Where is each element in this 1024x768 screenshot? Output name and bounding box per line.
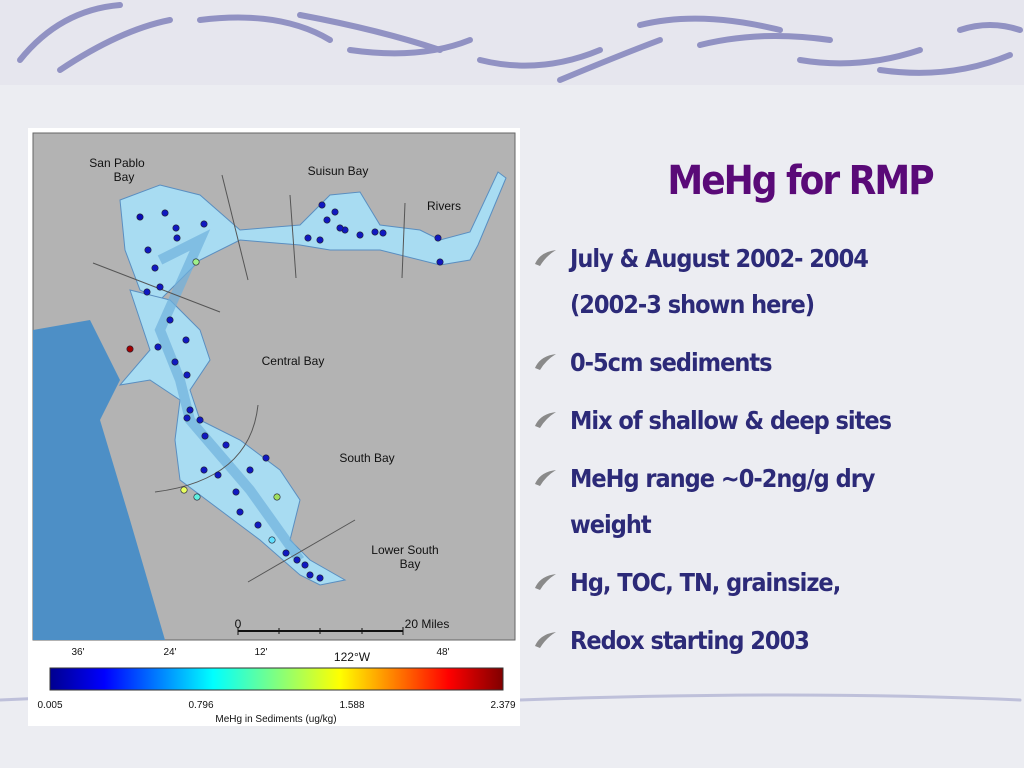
- sample-dot: [180, 486, 188, 494]
- colorbar-tick: 0.005: [37, 700, 62, 711]
- bullet-list: July & August 2002- 2004 (2002-3 shown he…: [535, 244, 893, 655]
- sample-dot: [183, 371, 191, 379]
- sample-dot: [200, 466, 208, 474]
- sample-dot: [246, 466, 254, 474]
- bullet-text: Redox starting 2003: [570, 626, 809, 655]
- bullet-icon: [535, 250, 556, 266]
- sample-dot: [126, 345, 134, 353]
- sample-dot: [232, 488, 240, 496]
- sample-dot: [273, 493, 281, 501]
- bullet-text: July & August 2002- 2004: [568, 244, 868, 273]
- bullet-text: (2002-3 shown here): [570, 290, 814, 319]
- bullet-icon: [535, 412, 556, 428]
- sample-dot: [172, 224, 180, 232]
- sample-dot: [200, 220, 208, 228]
- bullet-text: Mix of shallow & deep sites: [570, 406, 892, 435]
- sample-dot: [136, 213, 144, 221]
- sample-dot: [268, 536, 276, 544]
- scale-start: 0: [235, 617, 242, 631]
- sample-dot: [201, 432, 209, 440]
- sample-dot: [183, 414, 191, 422]
- map-label: Suisun Bay: [308, 164, 369, 178]
- sample-dot: [171, 358, 179, 366]
- sample-dot: [144, 246, 152, 254]
- bullet-icon: [535, 632, 556, 648]
- colorbar-tick: 1.588: [339, 700, 364, 711]
- sample-dots: [126, 201, 444, 582]
- sample-dot: [173, 234, 181, 242]
- sample-dot: [316, 236, 324, 244]
- slide-title: MeHg for RMP: [667, 158, 933, 204]
- longitude-label: 12': [254, 647, 267, 658]
- colorbar-tick: 2.379: [490, 700, 515, 711]
- region-lines: [92, 174, 406, 583]
- sample-dot: [222, 441, 230, 449]
- sample-dot: [192, 258, 200, 266]
- scale-bar: [237, 627, 404, 635]
- ocean: [33, 320, 165, 640]
- sample-dot: [316, 574, 324, 582]
- sample-dot: [154, 343, 162, 351]
- sample-dot: [293, 556, 301, 564]
- sample-dot: [254, 521, 262, 529]
- map-label: Lower South Bay: [371, 543, 438, 571]
- bullet-text: Hg, TOC, TN, grainsize,: [570, 568, 840, 597]
- colorbar-tick: 0.796: [188, 700, 213, 711]
- sample-dot: [214, 471, 222, 479]
- scale-end: 20 Miles: [405, 617, 450, 631]
- sample-dot: [306, 571, 314, 579]
- bullet-icon: [535, 354, 556, 370]
- map-label: Central Bay: [262, 354, 325, 368]
- sample-dot: [331, 208, 339, 216]
- sample-dot: [236, 508, 244, 516]
- sample-dot: [156, 283, 164, 291]
- colorbar: [49, 667, 504, 691]
- bullet-icon: [535, 574, 556, 590]
- sample-dot: [318, 201, 326, 209]
- sample-dot: [282, 549, 290, 557]
- sample-dot: [151, 264, 159, 272]
- sample-dot: [434, 234, 442, 242]
- sample-dot: [301, 561, 309, 569]
- header-band: [0, 0, 1024, 85]
- sample-dot: [166, 316, 174, 324]
- sample-dot: [196, 416, 204, 424]
- north-bay: [119, 171, 507, 301]
- channel: [154, 229, 305, 563]
- map-label: Rivers: [427, 199, 461, 213]
- bullet-text: 0-5cm sediments: [570, 348, 772, 377]
- sample-dot: [161, 209, 169, 217]
- sample-dot: [356, 231, 364, 239]
- sample-dot: [186, 406, 194, 414]
- colorbar-label: MeHg in Sediments (ug/kg): [215, 714, 336, 725]
- sample-dot: [193, 493, 201, 501]
- sample-dot: [182, 336, 190, 344]
- bullet-text: MeHg range ~0-2ng/g dry: [570, 464, 876, 493]
- sample-dot: [371, 228, 379, 236]
- sample-dot: [304, 234, 312, 242]
- sample-dot: [379, 229, 387, 237]
- longitude-label: 36': [71, 647, 84, 658]
- longitude-label: 24': [163, 647, 176, 658]
- sample-dot: [262, 454, 270, 462]
- longitude-label: 122°W: [334, 650, 371, 664]
- sample-dot: [143, 288, 151, 296]
- bullet-icon: [535, 470, 556, 486]
- sample-dot: [323, 216, 331, 224]
- sample-dot: [436, 258, 444, 266]
- map-label: San Pablo Bay: [89, 156, 145, 184]
- longitude-label: 48': [436, 647, 449, 658]
- map-label: South Bay: [339, 451, 394, 465]
- bullet-text: weight: [570, 510, 652, 539]
- sample-dot: [336, 224, 344, 232]
